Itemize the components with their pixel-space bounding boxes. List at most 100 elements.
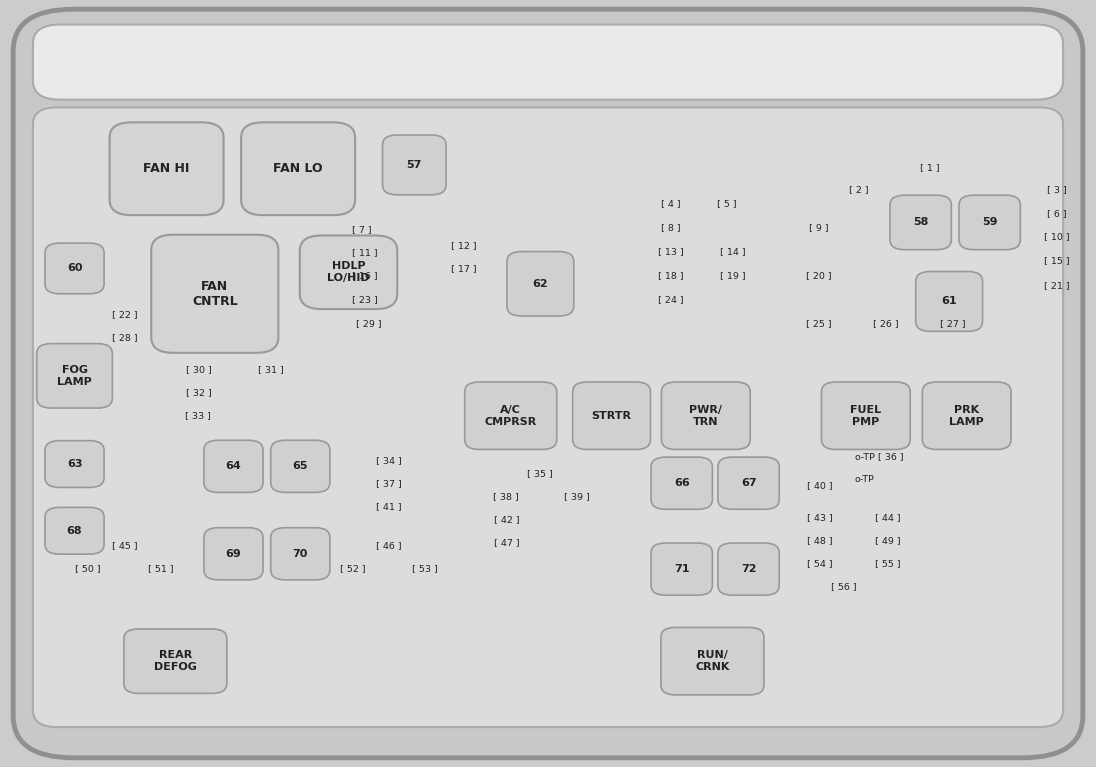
Text: [ 5 ]: [ 5 ]: [717, 199, 737, 208]
Text: [ 39 ]: [ 39 ]: [563, 492, 590, 502]
Text: [ 22 ]: [ 22 ]: [112, 310, 138, 319]
Text: STRTR: STRTR: [592, 410, 631, 421]
FancyBboxPatch shape: [37, 344, 112, 408]
Text: [ 33 ]: [ 33 ]: [185, 411, 212, 420]
Text: [ 11 ]: [ 11 ]: [352, 249, 377, 258]
Text: PWR/
TRN: PWR/ TRN: [689, 405, 722, 426]
FancyBboxPatch shape: [465, 382, 557, 449]
Text: [ 18 ]: [ 18 ]: [658, 271, 684, 280]
Text: [ 21 ]: [ 21 ]: [1043, 281, 1070, 290]
Text: [ 27 ]: [ 27 ]: [939, 319, 966, 328]
FancyBboxPatch shape: [573, 382, 651, 449]
Text: [ 3 ]: [ 3 ]: [1047, 185, 1066, 194]
Text: 64: 64: [226, 461, 241, 472]
Text: 62: 62: [533, 278, 548, 289]
Text: PRK
LAMP: PRK LAMP: [949, 405, 984, 426]
Text: 69: 69: [226, 548, 241, 559]
Text: [ 19 ]: [ 19 ]: [720, 271, 746, 280]
Text: [ 50 ]: [ 50 ]: [75, 565, 101, 574]
Text: [ 16 ]: [ 16 ]: [352, 272, 377, 281]
Text: 71: 71: [674, 564, 689, 574]
Text: [ 40 ]: [ 40 ]: [807, 481, 833, 490]
Text: FAN
CNTRL: FAN CNTRL: [192, 279, 238, 308]
FancyBboxPatch shape: [33, 107, 1063, 727]
Text: [ 51 ]: [ 51 ]: [148, 565, 174, 574]
Text: [ 4 ]: [ 4 ]: [661, 199, 681, 208]
Text: 58: 58: [913, 217, 928, 228]
FancyBboxPatch shape: [718, 457, 779, 509]
Text: HDLP
LO/HID: HDLP LO/HID: [328, 262, 369, 283]
Text: [ 47 ]: [ 47 ]: [493, 538, 520, 548]
Text: [ 46 ]: [ 46 ]: [376, 542, 402, 551]
Text: 68: 68: [67, 525, 82, 536]
FancyBboxPatch shape: [959, 196, 1020, 250]
Text: [ 42 ]: [ 42 ]: [493, 515, 520, 525]
Text: [ 30 ]: [ 30 ]: [185, 365, 212, 374]
Text: [ 2 ]: [ 2 ]: [849, 185, 869, 194]
Text: [ 38 ]: [ 38 ]: [493, 492, 520, 502]
Text: [ 56 ]: [ 56 ]: [831, 582, 857, 591]
Text: [ 7 ]: [ 7 ]: [352, 225, 372, 235]
FancyBboxPatch shape: [13, 9, 1083, 758]
Text: o-TP [ 36 ]: o-TP [ 36 ]: [855, 452, 903, 461]
Text: [ 6 ]: [ 6 ]: [1047, 209, 1066, 218]
FancyBboxPatch shape: [300, 235, 398, 309]
FancyBboxPatch shape: [45, 440, 104, 488]
Text: [ 8 ]: [ 8 ]: [661, 223, 681, 232]
Text: [ 48 ]: [ 48 ]: [807, 536, 833, 545]
FancyBboxPatch shape: [45, 243, 104, 294]
FancyBboxPatch shape: [271, 440, 330, 492]
FancyBboxPatch shape: [271, 528, 330, 580]
Text: [ 10 ]: [ 10 ]: [1043, 232, 1070, 242]
FancyBboxPatch shape: [915, 272, 983, 331]
Text: [ 29 ]: [ 29 ]: [356, 319, 381, 328]
Text: FOG
LAMP: FOG LAMP: [57, 365, 92, 387]
Text: A/C
CMPRSR: A/C CMPRSR: [484, 405, 537, 426]
Text: 72: 72: [741, 564, 756, 574]
Text: [ 53 ]: [ 53 ]: [412, 565, 438, 574]
Text: 59: 59: [982, 217, 997, 228]
FancyBboxPatch shape: [651, 543, 712, 595]
Text: [ 28 ]: [ 28 ]: [112, 333, 138, 342]
Text: 65: 65: [293, 461, 308, 472]
Text: [ 32 ]: [ 32 ]: [185, 388, 212, 397]
Text: [ 49 ]: [ 49 ]: [875, 536, 901, 545]
FancyBboxPatch shape: [204, 440, 263, 492]
FancyBboxPatch shape: [506, 252, 574, 316]
Text: [ 12 ]: [ 12 ]: [450, 241, 477, 250]
Text: [ 23 ]: [ 23 ]: [352, 295, 377, 304]
Text: FUEL
PMP: FUEL PMP: [850, 405, 881, 426]
Text: [ 35 ]: [ 35 ]: [527, 469, 553, 478]
FancyBboxPatch shape: [662, 382, 750, 449]
Text: [ 20 ]: [ 20 ]: [806, 271, 832, 280]
Text: o-TP: o-TP: [855, 475, 875, 484]
Text: 57: 57: [407, 160, 422, 170]
Text: [ 37 ]: [ 37 ]: [376, 479, 402, 488]
Text: 61: 61: [941, 296, 957, 307]
Text: [ 1 ]: [ 1 ]: [920, 163, 939, 172]
FancyBboxPatch shape: [110, 122, 224, 216]
FancyBboxPatch shape: [45, 508, 104, 554]
FancyBboxPatch shape: [822, 382, 910, 449]
FancyBboxPatch shape: [151, 235, 278, 353]
FancyBboxPatch shape: [33, 25, 1063, 100]
Text: [ 25 ]: [ 25 ]: [806, 319, 832, 328]
Text: 63: 63: [67, 459, 82, 469]
Text: [ 24 ]: [ 24 ]: [658, 295, 684, 304]
Text: [ 54 ]: [ 54 ]: [807, 559, 833, 568]
Text: [ 41 ]: [ 41 ]: [376, 502, 402, 511]
Text: FAN HI: FAN HI: [144, 163, 190, 175]
Text: [ 13 ]: [ 13 ]: [658, 247, 684, 256]
Text: [ 17 ]: [ 17 ]: [450, 264, 477, 273]
Text: [ 43 ]: [ 43 ]: [807, 513, 833, 522]
Text: [ 9 ]: [ 9 ]: [809, 223, 829, 232]
Text: [ 15 ]: [ 15 ]: [1043, 256, 1070, 265]
FancyBboxPatch shape: [890, 196, 951, 250]
Text: 66: 66: [674, 478, 689, 489]
Text: 70: 70: [293, 548, 308, 559]
Text: 60: 60: [67, 263, 82, 274]
FancyBboxPatch shape: [124, 629, 227, 693]
Text: RUN/
CRNK: RUN/ CRNK: [695, 650, 730, 672]
Text: [ 31 ]: [ 31 ]: [258, 365, 284, 374]
Text: [ 45 ]: [ 45 ]: [112, 542, 138, 551]
